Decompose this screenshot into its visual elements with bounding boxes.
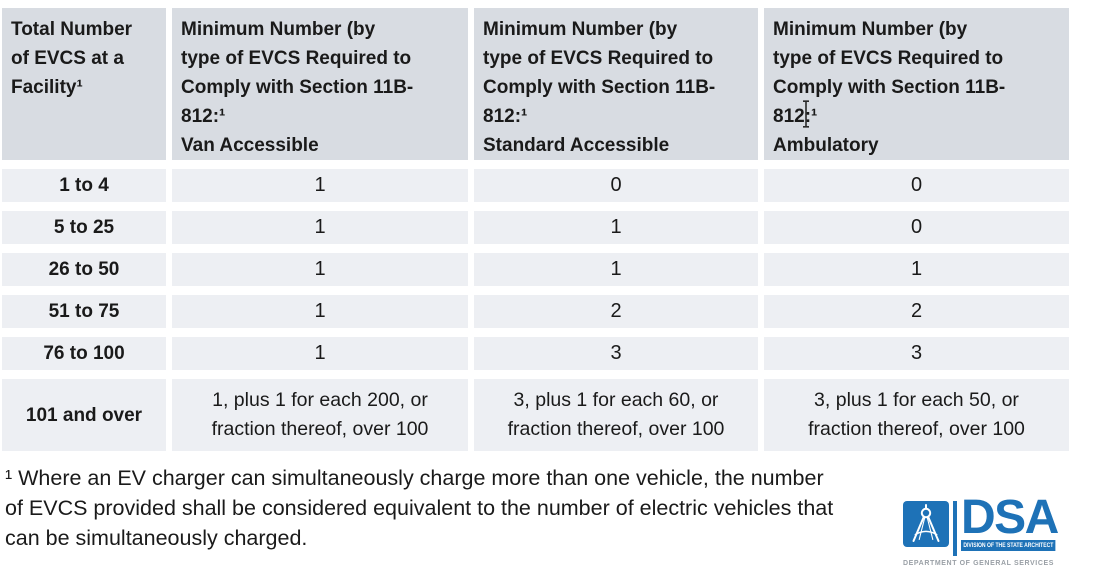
cell-ambulatory: 0: [764, 211, 1069, 244]
cell-van-accessible: 1: [172, 211, 468, 244]
cell-ambulatory: 0: [764, 169, 1069, 202]
cell-van-accessible: 1: [172, 337, 468, 370]
row-label-1-to-4: 1 to 4: [2, 169, 166, 202]
cell-standard-accessible: 1: [474, 211, 758, 244]
row-label-51-to-75: 51 to 75: [2, 295, 166, 328]
cell-ambulatory: 2: [764, 295, 1069, 328]
logo-department-label: DEPARTMENT OF GENERAL SERVICES: [903, 560, 1055, 567]
dsa-logo: DSA DIVISION OF THE STATE ARCHITECT DEPA…: [903, 494, 1069, 567]
row-label-101-and-over: 101 and over: [2, 379, 166, 451]
cell-van-accessible: 1: [172, 295, 468, 328]
evcs-requirements-table: Total Number of EVCS at a Facility¹ Mini…: [2, 8, 1069, 451]
col-header-ambulatory: Minimum Number (by type of EVCS Required…: [764, 8, 1069, 160]
row-label-26-to-50: 26 to 50: [2, 253, 166, 286]
col-header-total-evcs: Total Number of EVCS at a Facility¹: [2, 8, 166, 160]
cell-standard-accessible: 0: [474, 169, 758, 202]
cell-ambulatory: 3, plus 1 for each 50, or fraction there…: [764, 379, 1069, 451]
cell-standard-accessible: 1: [474, 253, 758, 286]
col-header-van-accessible: Minimum Number (by type of EVCS Required…: [172, 8, 468, 160]
cell-ambulatory: 3: [764, 337, 1069, 370]
logo-division-label: DIVISION OF THE STATE ARCHITECT: [961, 540, 1056, 551]
cell-standard-accessible: 3: [474, 337, 758, 370]
cell-van-accessible: 1, plus 1 for each 200, or fraction ther…: [172, 379, 468, 451]
logo-acronym: DSA: [961, 491, 1059, 544]
cell-standard-accessible: 3, plus 1 for each 60, or fraction there…: [474, 379, 758, 451]
cell-ambulatory: 1: [764, 253, 1069, 286]
cell-standard-accessible: 2: [474, 295, 758, 328]
drafting-compass-icon: [903, 501, 949, 547]
logo-divider: [953, 501, 957, 556]
footnote: ¹ Where an EV charger can simultaneously…: [5, 466, 834, 550]
col-header-standard-accessible: Minimum Number (by type of EVCS Required…: [474, 8, 758, 160]
cell-van-accessible: 1: [172, 169, 468, 202]
cell-van-accessible: 1: [172, 253, 468, 286]
text-cursor-icon: [803, 100, 809, 128]
row-label-5-to-25: 5 to 25: [2, 211, 166, 244]
row-label-76-to-100: 76 to 100: [2, 337, 166, 370]
